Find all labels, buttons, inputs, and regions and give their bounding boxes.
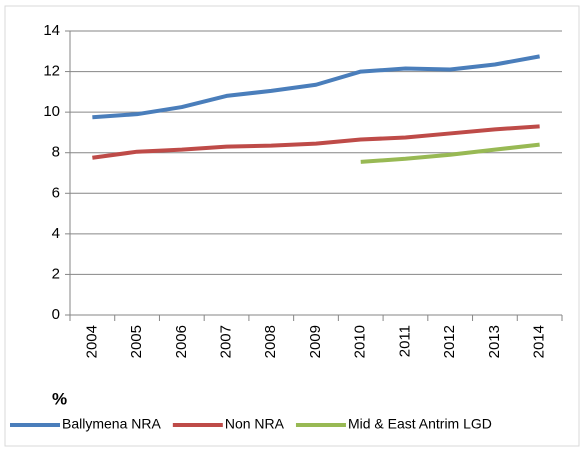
x-tick-label: 2013	[486, 325, 503, 358]
x-tick-label: 2011	[396, 325, 413, 357]
x-tick-label: 2010	[352, 325, 369, 358]
x-tick-label: 2007	[218, 325, 235, 358]
x-tick-label: 2004	[83, 325, 100, 358]
y-tick-label: 14	[43, 22, 60, 39]
y-tick-label: 10	[43, 103, 60, 120]
legend-label: Ballymena NRA	[62, 416, 161, 432]
series-line	[360, 142, 540, 164]
legend-label: Non NRA	[225, 416, 285, 432]
x-tick-label: 2009	[307, 325, 324, 358]
x-tick-label: 2006	[173, 325, 190, 358]
y-tick-label: 12	[43, 63, 60, 80]
y-tick-label: 4	[52, 225, 60, 242]
y-tick-label: 8	[52, 144, 60, 161]
series-line	[92, 124, 540, 160]
legend-label: Mid & East Antrim LGD	[348, 416, 492, 432]
x-tick-label: 2008	[262, 325, 279, 358]
x-tick-label: 2014	[531, 325, 548, 358]
x-tick-label: 2012	[441, 325, 458, 358]
chart-frame	[4, 5, 580, 447]
series-line	[92, 54, 540, 120]
y-tick-label: 2	[52, 265, 60, 282]
y-tick-label: 6	[52, 184, 60, 201]
x-tick-label: 2005	[128, 325, 145, 358]
y-axis-label: %	[52, 389, 67, 408]
y-tick-label: 0	[52, 306, 60, 323]
